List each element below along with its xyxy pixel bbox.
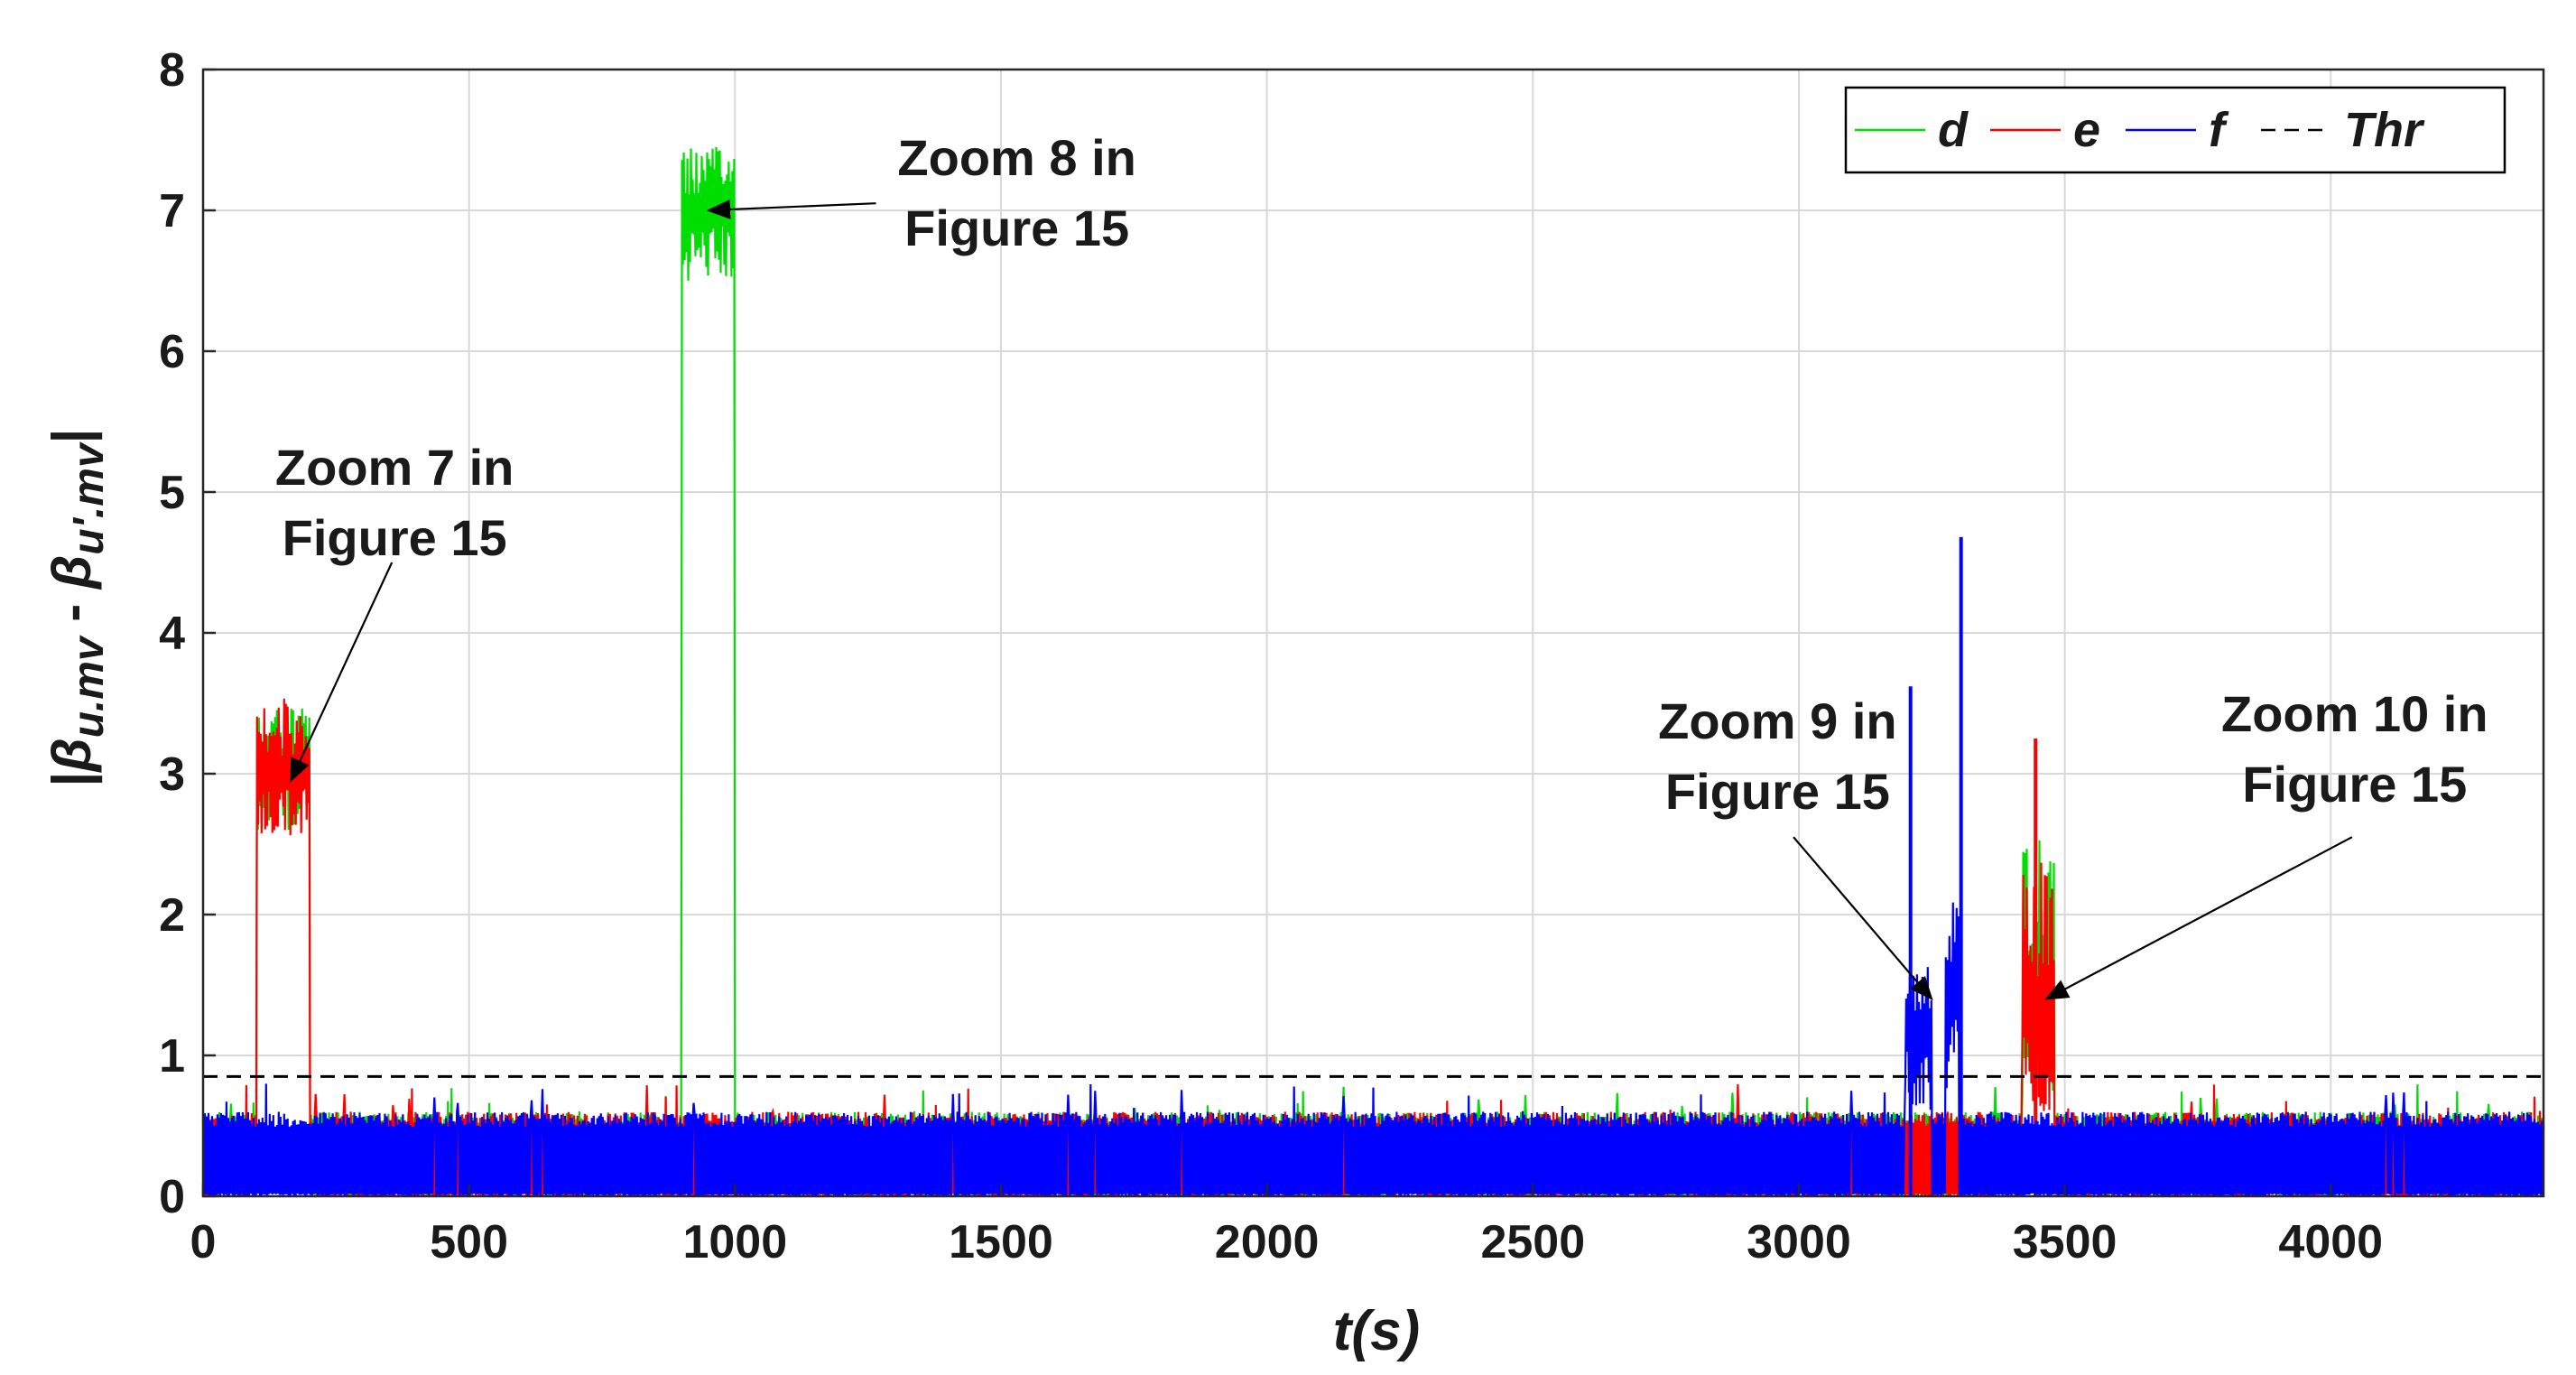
y-tick-label: 3 (159, 748, 185, 801)
legend-entry-3: Thr (2261, 103, 2425, 157)
legend-label: f (2209, 103, 2229, 157)
x-tick-label: 2500 (1480, 1216, 1585, 1268)
series-layer (201, 146, 2545, 1197)
annotation-arrow (2044, 836, 2353, 1000)
x-tick-label: 1000 (682, 1216, 787, 1268)
y-axis-label: |βu.mv - βu'.mv| (42, 429, 113, 787)
x-tick-label: 0 (190, 1216, 217, 1268)
annotation-arrow (1793, 836, 1933, 1001)
y-tick-label: 8 (159, 44, 185, 97)
annotation-arrow (706, 199, 876, 219)
legend: d e f Thr (1844, 86, 2507, 174)
y-tick-label: 7 (159, 185, 185, 237)
annotation-text: Figure 15 (904, 200, 1129, 256)
x-tick-label: 3000 (1747, 1216, 1851, 1268)
annotation-4: Zoom 10 in Figure 15 (2044, 685, 2488, 1000)
x-tick-label: 3500 (2013, 1216, 2117, 1268)
annotation-text: Zoom 7 in (275, 439, 514, 496)
annotation-2: Zoom 8 in Figure 15 (706, 129, 1136, 256)
legend-label: d (1938, 103, 1969, 157)
y-tick-label: 5 (159, 467, 185, 519)
legend-label: Thr (2344, 103, 2425, 157)
legend-entry-2: f (2126, 103, 2229, 157)
annotation-text: Figure 15 (1665, 763, 1890, 820)
x-tick-label: 4000 (2278, 1216, 2383, 1268)
annotation-1: Zoom 7 in Figure 15 (275, 439, 514, 783)
y-tick-label: 4 (159, 608, 185, 660)
y-tick-label: 0 (159, 1171, 185, 1223)
annotation-text: Zoom 9 in (1658, 692, 1896, 749)
annotation-text: Figure 15 (2242, 756, 2467, 813)
annotation-arrow (290, 562, 394, 783)
y-tick-label: 6 (159, 326, 185, 378)
x-tick-label: 500 (430, 1216, 508, 1268)
annotation-text: Zoom 10 in (2221, 685, 2488, 742)
y-tick-label: 1 (159, 1030, 185, 1082)
legend-entry-0: d (1855, 103, 1969, 157)
axes: 0 500 1000 1500 2000 2500 3000 3500 4000 0 1 2 3 4 5 6 7… (159, 44, 2545, 1268)
legend-label: e (2073, 103, 2100, 157)
x-tick-label: 2000 (1215, 1216, 1320, 1268)
legend-entry-1: e (1990, 103, 2100, 157)
series-line-f (201, 902, 2545, 1197)
annotation-3: Zoom 9 in Figure 15 (1658, 692, 1933, 1001)
annotation-text: Figure 15 (283, 509, 507, 566)
y-tick-label: 2 (159, 889, 185, 942)
x-tick-label: 1500 (949, 1216, 1053, 1268)
x-axis-label: t(s) (1333, 1300, 1420, 1362)
annotation-text: Zoom 8 in (897, 129, 1135, 186)
